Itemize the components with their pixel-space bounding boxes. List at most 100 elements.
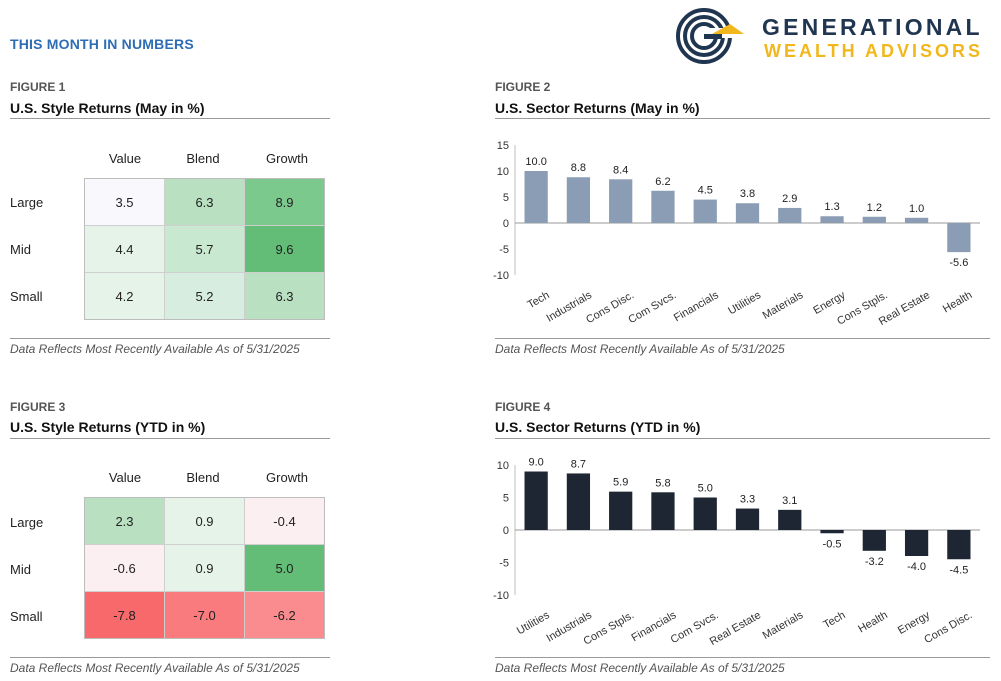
- fig3-col-header-growth: Growth: [266, 470, 308, 485]
- fig1-row-header-mid: Mid: [10, 242, 31, 257]
- bar-value-label: 4.5: [698, 185, 713, 197]
- bar-value-label: -0.5: [823, 538, 842, 550]
- y-tick-label: 15: [497, 140, 509, 152]
- heatmap-cell: 9.6: [245, 226, 324, 272]
- figure-3-label: FIGURE 3: [10, 400, 66, 414]
- fig3-style-heatmap: 2.3 0.9 -0.4 -0.6 0.9 5.0 -7.8 -7.0 -6.2: [84, 497, 325, 639]
- bar-value-label: 5.8: [655, 477, 670, 489]
- heatmap-cell: 8.9: [245, 179, 324, 225]
- fig4-sector-bar-chart: 1050-5-109.0Utilities8.7Industrials5.9Co…: [493, 457, 980, 648]
- bar-value-label: 5.9: [613, 477, 628, 489]
- y-tick-label: 5: [503, 192, 509, 204]
- heatmap-cell: 5.2: [165, 273, 244, 319]
- heatmap-cell: 4.4: [85, 226, 164, 272]
- bar: [862, 216, 886, 223]
- category-label: Health: [856, 609, 890, 635]
- bar-value-label: -3.2: [865, 556, 884, 568]
- bar: [609, 179, 633, 223]
- bar: [904, 530, 929, 556]
- bar: [651, 492, 675, 530]
- bar-value-label: -4.5: [949, 564, 968, 576]
- bar: [778, 509, 802, 530]
- figure-4-title-rule: [495, 438, 990, 439]
- page-title: THIS MONTH IN NUMBERS: [10, 36, 194, 52]
- y-tick-label: 0: [503, 218, 509, 230]
- category-label: Materials: [761, 609, 806, 642]
- fig3-col-header-blend: Blend: [186, 470, 220, 485]
- bar: [693, 497, 717, 530]
- bar-value-label: -4.0: [907, 561, 926, 573]
- bar-value-label: -5.6: [949, 257, 968, 269]
- figure-4-title: U.S. Sector Returns (YTD in %): [495, 419, 701, 435]
- fig1-row-header-small: Small: [10, 289, 43, 304]
- bar: [820, 530, 844, 534]
- figure-2-label: FIGURE 2: [495, 80, 551, 94]
- y-tick-label: -5: [499, 558, 509, 570]
- heatmap-cell: 6.3: [245, 273, 324, 319]
- heatmap-cell: 0.9: [165, 545, 244, 591]
- bar: [524, 471, 548, 530]
- figure-4-source-note: Data Reflects Most Recently Available As…: [495, 661, 785, 675]
- bar: [524, 171, 548, 223]
- y-tick-label: -10: [493, 270, 509, 282]
- bar-value-label: 3.1: [782, 495, 797, 507]
- heatmap-cell: -0.6: [85, 545, 164, 591]
- bar-value-label: 1.3: [824, 201, 839, 213]
- figure-3-title-rule: [10, 438, 330, 439]
- bar-value-label: 3.3: [740, 494, 755, 506]
- bar: [735, 508, 760, 530]
- fig3-row-header-mid: Mid: [10, 562, 31, 577]
- brand-name-line2: WEALTH ADVISORS: [764, 41, 983, 61]
- figure-3-footer-rule: [10, 657, 330, 658]
- bar-value-label: 9.0: [528, 457, 543, 469]
- figure-2-title: U.S. Sector Returns (May in %): [495, 100, 700, 116]
- bar-value-label: 3.8: [740, 188, 755, 200]
- bar-value-label: 8.7: [571, 458, 586, 470]
- fig3-row-header-large: Large: [10, 515, 44, 530]
- category-label: Utilities: [726, 289, 763, 317]
- y-tick-label: 10: [497, 460, 509, 472]
- category-label: Tech: [526, 289, 552, 311]
- fig1-col-header-growth: Growth: [266, 151, 308, 166]
- fig1-style-heatmap: 3.5 6.3 8.9 4.4 5.7 9.6 4.2 5.2 6.3: [84, 178, 325, 320]
- heatmap-cell: -0.4: [245, 498, 324, 544]
- bar: [609, 491, 633, 530]
- bar-value-label: 1.0: [909, 203, 924, 215]
- figure-3-source-note: Data Reflects Most Recently Available As…: [10, 661, 300, 675]
- heatmap-cell: -6.2: [245, 592, 324, 638]
- bar: [566, 177, 591, 223]
- figure-2-footer-rule: [495, 338, 990, 339]
- y-tick-label: 0: [503, 525, 509, 537]
- bar: [566, 473, 591, 530]
- heatmap-cell: -7.8: [85, 592, 164, 638]
- bar-value-label: 5.0: [698, 483, 713, 495]
- figure-1-title: U.S. Style Returns (May in %): [10, 100, 205, 116]
- figure-2-title-rule: [495, 118, 990, 119]
- category-label: Financials: [672, 289, 721, 324]
- figure-1-label: FIGURE 1: [10, 80, 66, 94]
- bar: [735, 203, 760, 223]
- figure-1-source-note: Data Reflects Most Recently Available As…: [10, 342, 300, 356]
- category-label: Materials: [761, 289, 806, 322]
- bar: [651, 190, 675, 223]
- bar: [947, 223, 971, 253]
- heatmap-cell: 5.7: [165, 226, 244, 272]
- fig1-row-header-large: Large: [10, 195, 44, 210]
- figure-2-source-note: Data Reflects Most Recently Available As…: [495, 342, 785, 356]
- heatmap-cell: 0.9: [165, 498, 244, 544]
- fig2-sector-bar-chart: 151050-5-1010.0Tech8.8Industrials8.4Cons…: [493, 140, 980, 328]
- heatmap-cell: 3.5: [85, 179, 164, 225]
- bar-value-label: 10.0: [525, 156, 546, 168]
- bar-value-label: 2.9: [782, 193, 797, 205]
- category-label: Com Svcs.: [626, 289, 678, 326]
- figure-1-footer-rule: [10, 338, 330, 339]
- fig3-row-header-small: Small: [10, 609, 43, 624]
- fig3-col-header-value: Value: [108, 470, 142, 485]
- category-label: Health: [941, 289, 975, 315]
- fig1-col-header-value: Value: [108, 151, 142, 166]
- figure-1-title-rule: [10, 118, 330, 119]
- figure-3-title: U.S. Style Returns (YTD in %): [10, 419, 206, 435]
- bar: [693, 199, 717, 223]
- figure-4-label: FIGURE 4: [495, 400, 551, 414]
- heatmap-cell: -7.0: [165, 592, 244, 638]
